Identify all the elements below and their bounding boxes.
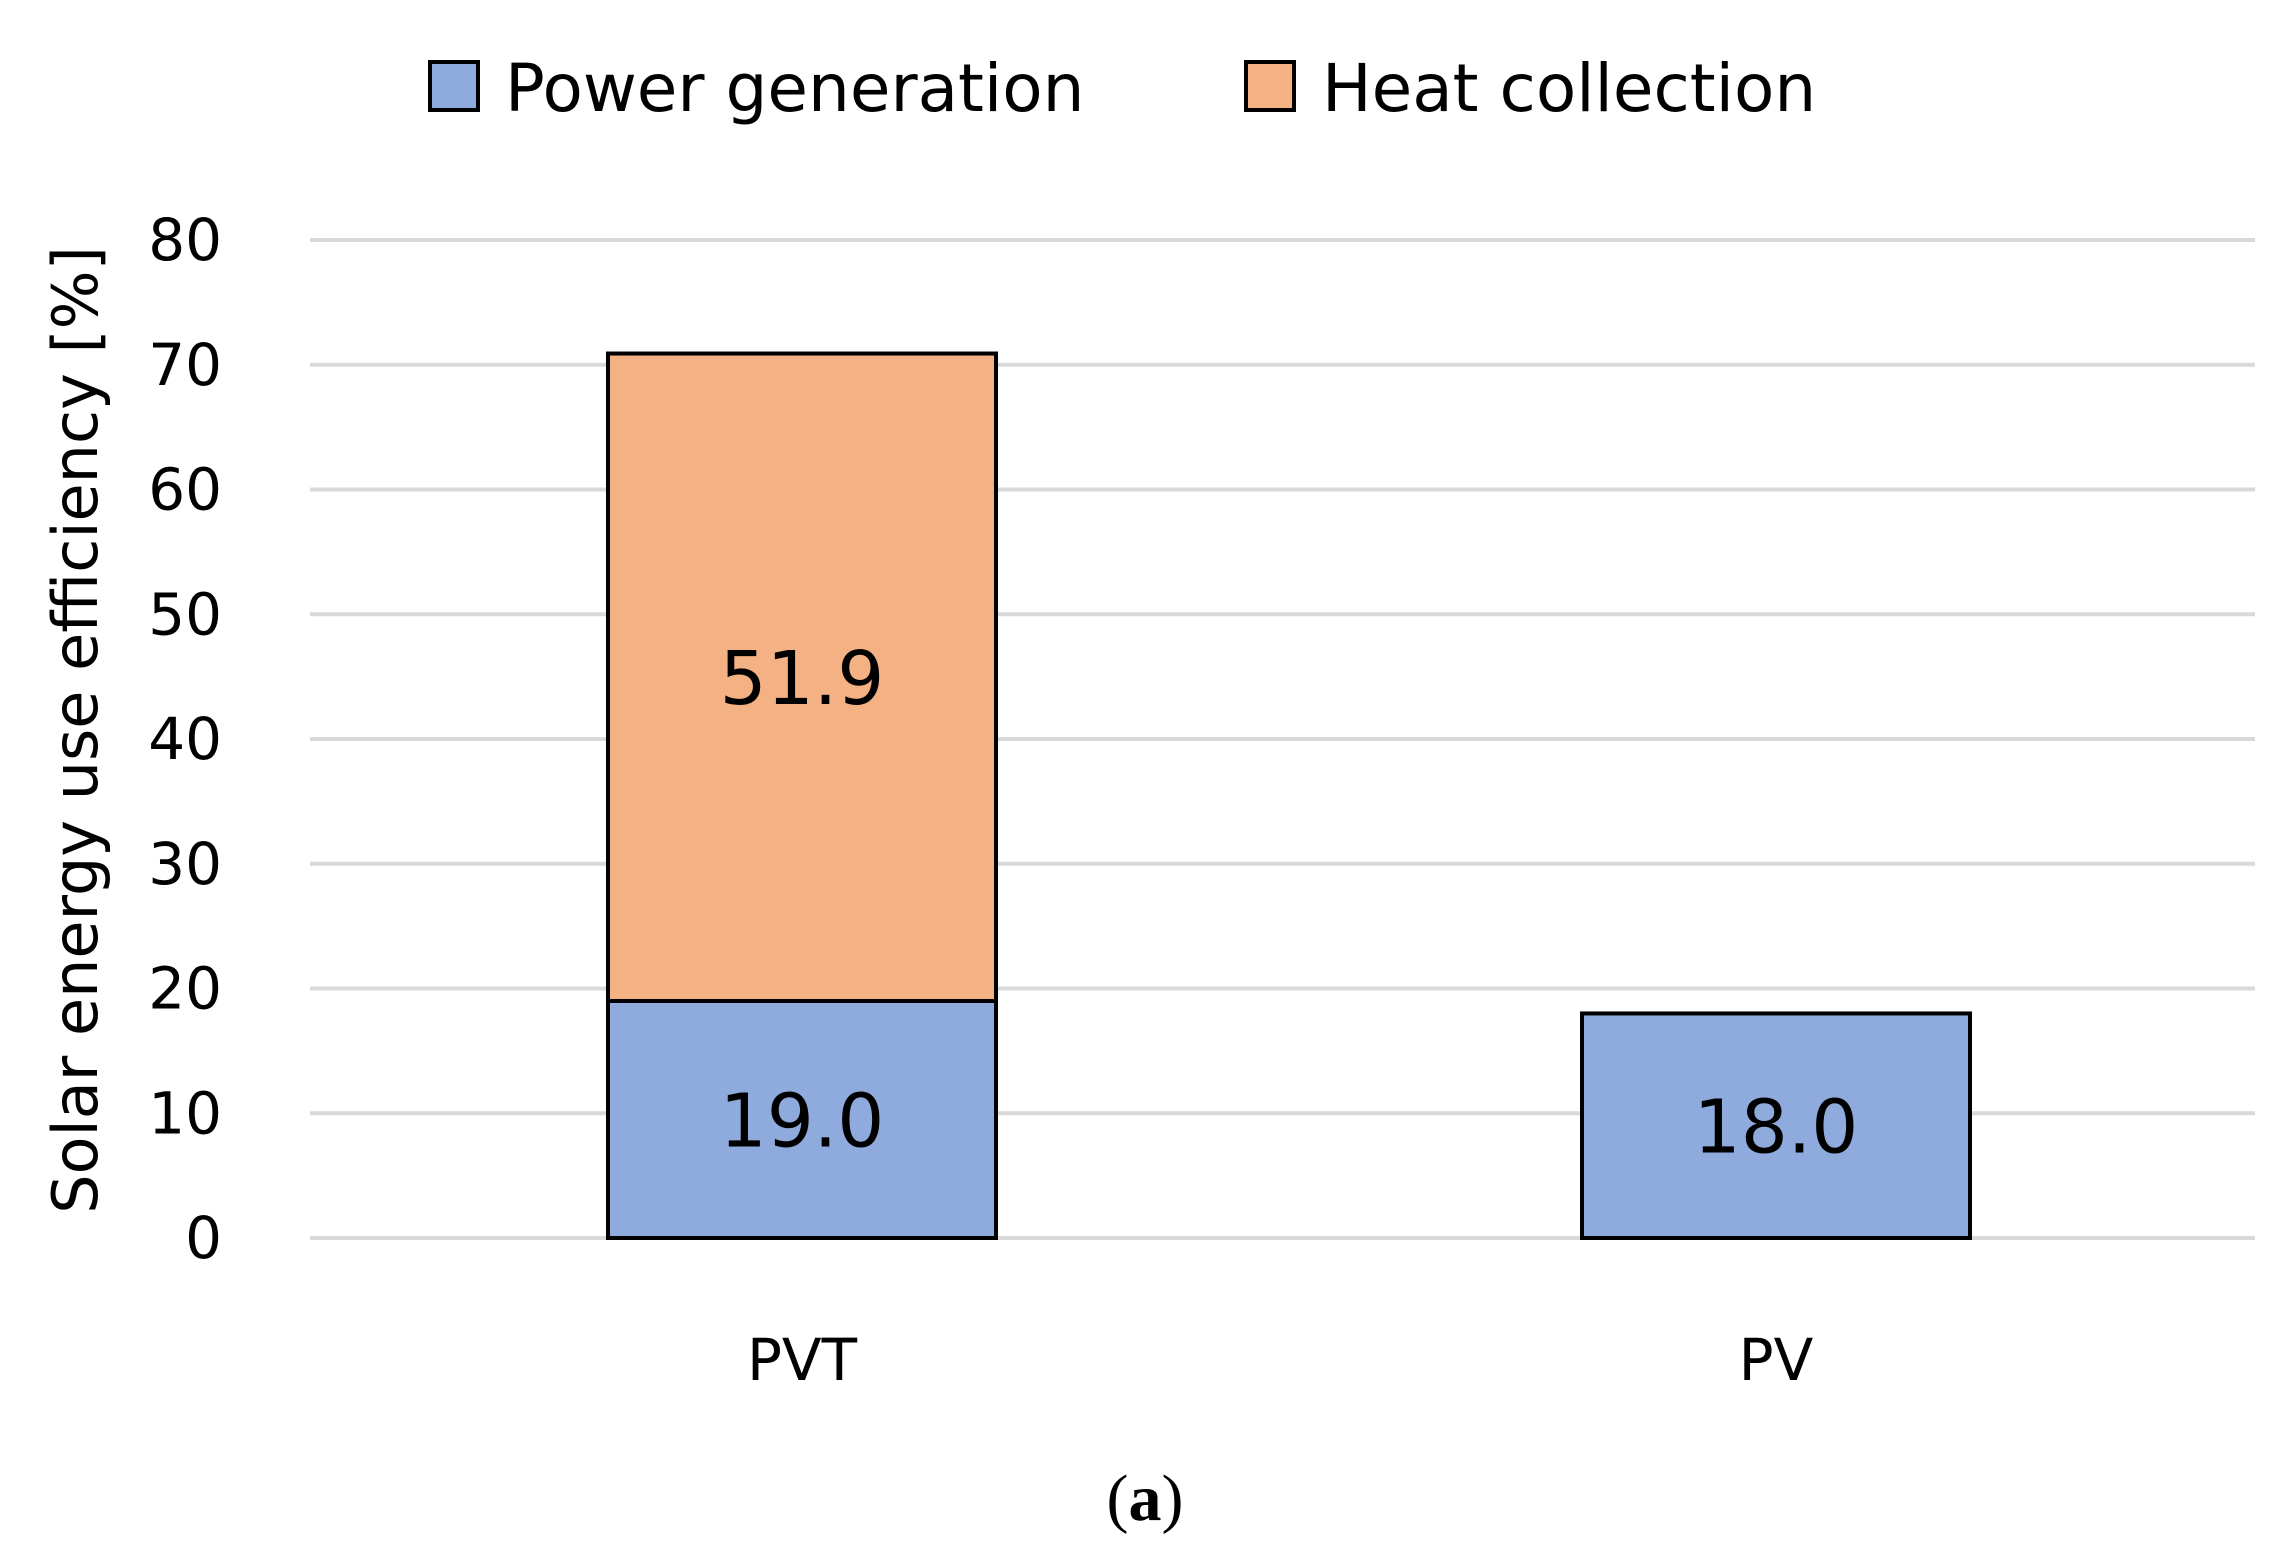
bar-pv-power-generation — [1580, 1011, 1972, 1241]
data-label-pvt-power-generation: 19.0 — [720, 1078, 885, 1164]
y-tick-label-60: 60 — [148, 456, 222, 524]
legend-swatch-power-generation — [428, 60, 480, 112]
y-tick-label-80: 80 — [148, 206, 222, 274]
bar-pvt-power-generation — [606, 998, 998, 1240]
data-label-pvt-heat-collection: 51.9 — [720, 636, 885, 722]
data-label-pv-power-generation: 18.0 — [1694, 1085, 1859, 1171]
legend-item-heat-collection: Heat collection — [1244, 50, 1816, 127]
y-tick-label-70: 70 — [148, 331, 222, 399]
y-tick-label-20: 20 — [148, 955, 222, 1023]
legend-label-heat-collection: Heat collection — [1322, 50, 1816, 127]
legend: Power generation Heat collection — [428, 50, 1816, 127]
x-tick-label-pvt: PVT — [747, 1326, 858, 1394]
legend-item-power-generation: Power generation — [428, 50, 1084, 127]
y-tick-label-40: 40 — [148, 705, 222, 773]
y-tick-label-0: 0 — [185, 1204, 222, 1272]
data-labels: 19.0 51.9 18.0 — [720, 636, 1859, 1170]
bar-pvt-heat-collection — [606, 351, 998, 1003]
y-tick-labels: 0 10 20 30 40 50 60 70 80 — [148, 206, 222, 1272]
bars — [606, 351, 1972, 1241]
caption-letter: a — [1129, 1462, 1162, 1535]
y-tick-label-30: 30 — [148, 830, 222, 898]
legend-label-power-generation: Power generation — [505, 50, 1084, 127]
y-tick-label-10: 10 — [148, 1079, 222, 1147]
y-axis-title: Solar energy use efficiency [%] — [39, 246, 112, 1214]
figure-caption: (a) — [1107, 1462, 1184, 1535]
legend-swatch-heat-collection — [1244, 60, 1296, 112]
y-tick-label-50: 50 — [148, 580, 222, 648]
x-tick-labels: PVT PV — [747, 1326, 1814, 1394]
x-tick-label-pv: PV — [1739, 1326, 1814, 1394]
